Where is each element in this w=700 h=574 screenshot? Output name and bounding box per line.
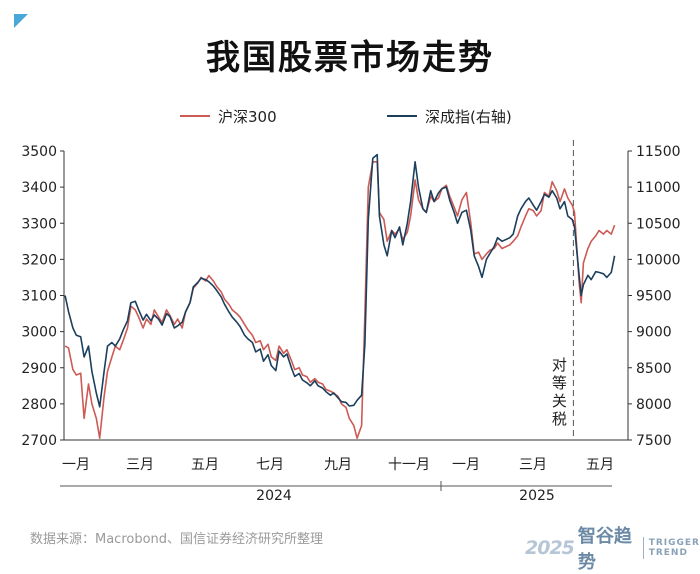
x-year-label: 2024: [256, 488, 292, 504]
y-left-tick-label: 3300: [21, 216, 57, 232]
chart-lines: [64, 153, 616, 440]
y-right-tick-label: 11500: [636, 144, 681, 160]
legend-item-szse: 深成指(右轴): [387, 106, 512, 126]
x-month-label: 五月: [586, 457, 614, 473]
x-month-label: 三月: [519, 457, 547, 473]
y-right-tick-label: 10500: [636, 216, 681, 232]
x-month-label: 十一月: [388, 457, 430, 473]
y-left-tick-label: 3000: [21, 325, 57, 341]
y-right-tick-label: 9500: [636, 289, 672, 305]
x-month-label: 一月: [62, 457, 90, 473]
x-month-label: 五月: [191, 457, 219, 473]
legend-label-szse: 深成指(右轴): [425, 107, 512, 126]
tariff-annotation-char: 税: [552, 410, 567, 428]
x-month-label: 七月: [256, 457, 284, 473]
y-left-tick-label: 3500: [21, 144, 57, 160]
brand-english: TRIGGER TREND: [649, 538, 700, 558]
y-left-tick-label: 3100: [21, 289, 57, 305]
y-left-tick-label: 2700: [21, 433, 57, 449]
tariff-annotation-char: 关: [552, 392, 567, 410]
y-right-tick-label: 8000: [636, 397, 672, 413]
tariff-annotation-char: 对: [552, 356, 567, 374]
chart-labels: 3500 3400 3300 3200 3100 3000 2900 2800 2700 1150…: [21, 144, 680, 504]
y-left-tick-label: 3400: [21, 180, 57, 196]
x-year-label: 2025: [519, 488, 555, 504]
data-source-note: 数据来源：Macrobond、国信证券经济研究所整理: [30, 532, 324, 547]
series-line-szse: [64, 153, 616, 408]
brand-name: 智谷趋势: [577, 526, 632, 573]
x-month-label: 三月: [126, 457, 154, 473]
x-month-label: 一月: [452, 457, 480, 473]
y-right-tick-label: 9000: [636, 325, 672, 341]
brand-year: 2025: [525, 537, 575, 559]
y-left-tick-label: 2900: [21, 361, 57, 377]
y-right-tick-label: 7500: [636, 433, 672, 449]
corner-accent: [14, 14, 28, 28]
legend-swatch-hs300: [180, 115, 210, 117]
legend-label-hs300: 沪深300: [218, 107, 277, 126]
legend-item-hs300: 沪深300: [180, 106, 277, 126]
y-right-tick-label: 10000: [636, 252, 681, 268]
y-left-tick-label: 2800: [21, 397, 57, 413]
y-left-tick-label: 3200: [21, 252, 57, 268]
brand-logo: 2025 智谷趋势 TRIGGER TREND: [525, 522, 700, 574]
brand-en-line-1: TRIGGER: [648, 538, 700, 548]
legend-swatch-szse: [387, 115, 417, 117]
brand-en-line-2: TREND: [648, 548, 688, 558]
brand-divider: [642, 537, 644, 559]
y-right-tick-label: 8500: [636, 361, 672, 377]
x-month-label: 九月: [324, 457, 352, 473]
y-right-tick-label: 11000: [636, 180, 681, 196]
chart-title: 我国股票市场走势: [206, 38, 494, 78]
tariff-annotation-char: 等: [552, 374, 567, 392]
chart-axes: [60, 140, 632, 491]
